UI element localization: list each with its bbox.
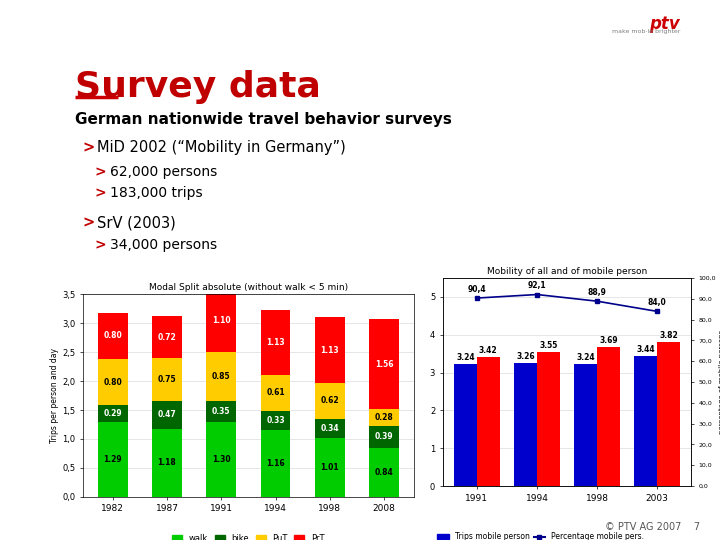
Text: 3.24: 3.24 <box>456 353 474 362</box>
Bar <box>477 357 500 486</box>
Text: 183,000 trips: 183,000 trips <box>110 186 202 200</box>
Text: 3.44: 3.44 <box>636 346 655 354</box>
Text: 1.16: 1.16 <box>266 459 285 468</box>
Text: make mob·le brighter: make mob·le brighter <box>611 29 680 34</box>
Bar <box>98 422 127 497</box>
Text: 0.39: 0.39 <box>374 433 393 441</box>
Bar <box>152 429 182 497</box>
Text: Survey data: Survey data <box>75 70 321 104</box>
Bar <box>369 409 399 426</box>
Text: 0.80: 0.80 <box>104 378 122 387</box>
Text: 3.82: 3.82 <box>659 331 678 340</box>
Legend: Trips mobile person, Percentage mobile pers.: Trips mobile person, Percentage mobile p… <box>434 529 647 540</box>
Text: 3.26: 3.26 <box>516 352 535 361</box>
Y-axis label: percentage of mobile persons: percentage of mobile persons <box>719 330 720 434</box>
Text: 1.56: 1.56 <box>375 360 393 369</box>
Text: © PTV AG 2007    7: © PTV AG 2007 7 <box>605 522 700 532</box>
Text: 3.24: 3.24 <box>576 353 595 362</box>
Text: 1.01: 1.01 <box>320 463 339 472</box>
Bar <box>98 359 127 406</box>
Text: 0.61: 0.61 <box>266 388 285 397</box>
Text: 0.47: 0.47 <box>158 410 176 420</box>
Text: 90,4: 90,4 <box>467 285 486 294</box>
Bar <box>537 352 559 486</box>
Text: 0.72: 0.72 <box>158 333 176 342</box>
Text: 62,000 persons: 62,000 persons <box>110 165 217 179</box>
Text: 0.28: 0.28 <box>374 413 393 422</box>
Text: 84,0: 84,0 <box>648 298 667 307</box>
Bar <box>207 288 236 352</box>
Bar <box>369 319 399 409</box>
Text: German nationwide travel behavior surveys: German nationwide travel behavior survey… <box>75 112 452 127</box>
Text: 34,000 persons: 34,000 persons <box>110 238 217 252</box>
Text: 0.33: 0.33 <box>266 416 285 424</box>
Text: 0.35: 0.35 <box>212 407 230 416</box>
Text: 1.18: 1.18 <box>158 458 176 467</box>
Bar <box>207 352 236 401</box>
Bar <box>98 406 127 422</box>
Bar <box>152 358 182 401</box>
Bar <box>261 430 290 497</box>
Bar <box>575 363 597 486</box>
Bar <box>597 347 620 486</box>
Text: 0.34: 0.34 <box>320 424 339 433</box>
Bar <box>98 313 127 359</box>
Bar <box>152 401 182 429</box>
Text: 3.55: 3.55 <box>539 341 557 350</box>
Text: 1.30: 1.30 <box>212 455 230 464</box>
Bar <box>207 422 236 497</box>
Bar <box>369 426 399 448</box>
Text: 1.13: 1.13 <box>266 338 285 347</box>
Text: 0.29: 0.29 <box>104 409 122 418</box>
Title: Mobility of all and of mobile person: Mobility of all and of mobile person <box>487 267 647 276</box>
Bar <box>315 383 345 418</box>
Text: >: > <box>82 215 94 230</box>
Bar <box>514 363 537 486</box>
Text: SrV (2003): SrV (2003) <box>97 215 176 230</box>
Bar <box>369 448 399 497</box>
Text: 88,9: 88,9 <box>588 288 606 297</box>
Text: 92,1: 92,1 <box>528 281 546 291</box>
Y-axis label: Trips per person and day: Trips per person and day <box>50 348 59 443</box>
Bar <box>634 356 657 486</box>
Text: 1.13: 1.13 <box>320 346 339 355</box>
Text: MiD 2002 (“Mobility in Germany”): MiD 2002 (“Mobility in Germany”) <box>97 140 346 155</box>
Title: Modal Split absolute (without walk < 5 min): Modal Split absolute (without walk < 5 m… <box>149 283 348 292</box>
Bar <box>207 401 236 422</box>
Text: 0.62: 0.62 <box>320 396 339 405</box>
Text: 0.85: 0.85 <box>212 372 230 381</box>
Text: 3.42: 3.42 <box>479 346 498 355</box>
Bar <box>657 342 680 486</box>
Bar <box>261 310 290 375</box>
Bar <box>261 375 290 410</box>
Bar <box>315 318 345 383</box>
Bar <box>261 410 290 430</box>
Legend: walk, bike, PuT, PrT: walk, bike, PuT, PrT <box>172 534 325 540</box>
Text: >: > <box>95 238 107 252</box>
Text: 1.29: 1.29 <box>104 455 122 464</box>
Text: >: > <box>95 165 107 179</box>
Text: 0.80: 0.80 <box>104 332 122 340</box>
Text: >: > <box>95 186 107 200</box>
Bar <box>315 438 345 497</box>
Text: 3.69: 3.69 <box>599 336 618 345</box>
Text: 0.84: 0.84 <box>374 468 393 477</box>
Text: 1.10: 1.10 <box>212 316 230 325</box>
Bar <box>152 316 182 358</box>
Text: 0.75: 0.75 <box>158 375 176 384</box>
Bar <box>315 418 345 438</box>
Bar <box>454 363 477 486</box>
Text: ptv: ptv <box>649 15 680 33</box>
Text: >: > <box>82 140 94 155</box>
